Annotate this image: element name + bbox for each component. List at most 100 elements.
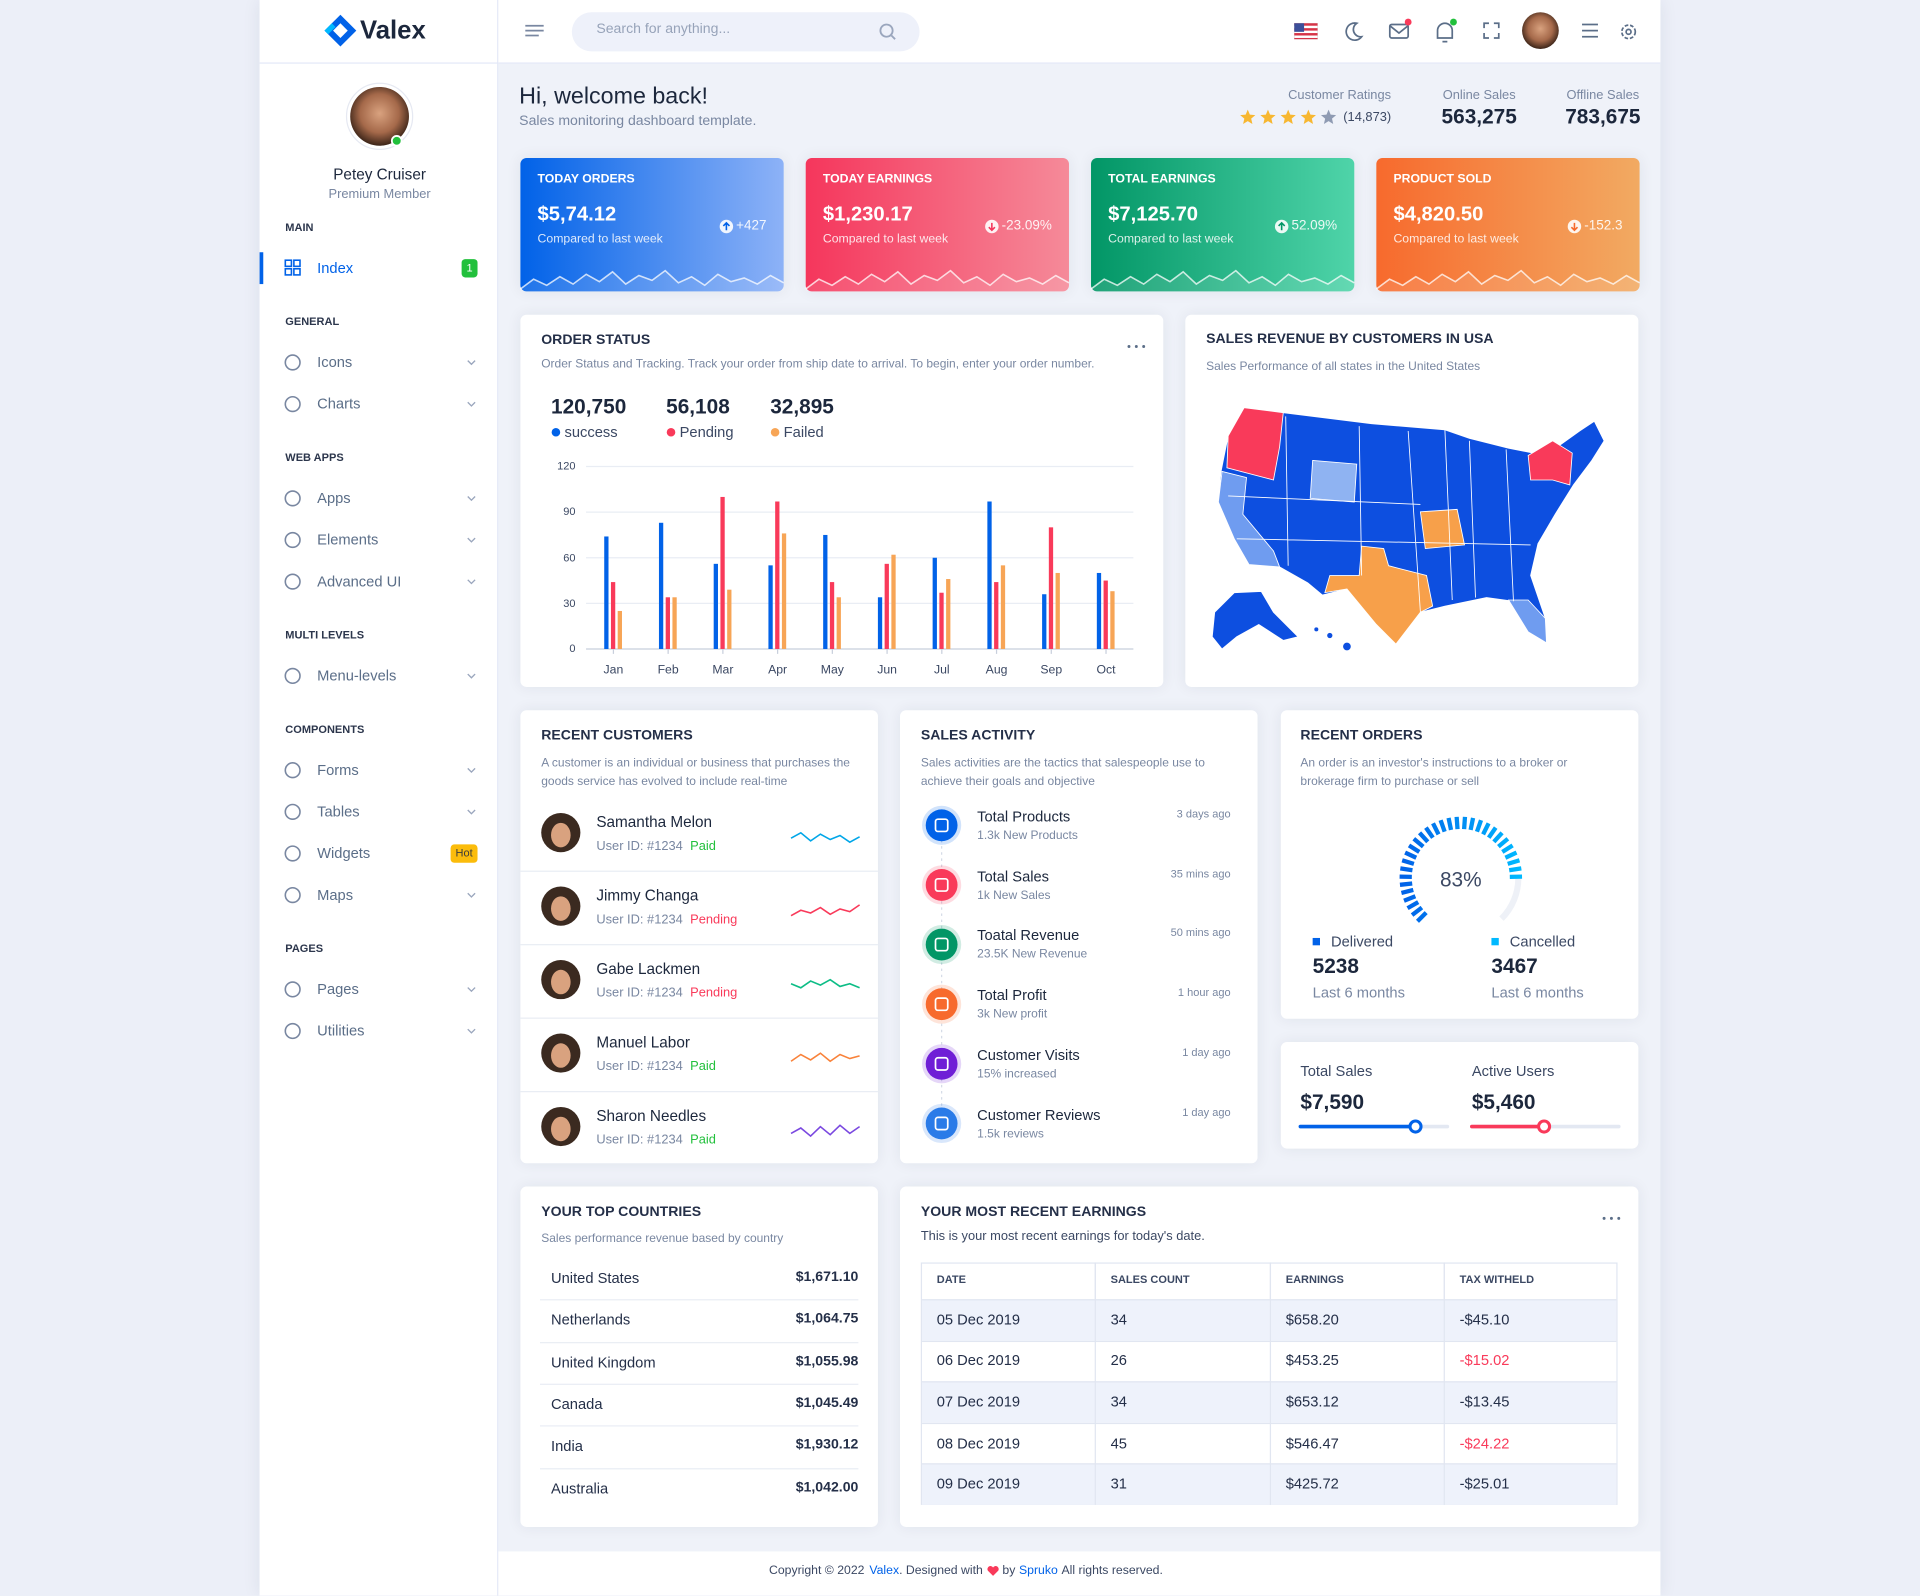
nav-item[interactable]: Charts xyxy=(317,395,361,413)
nav-item[interactable]: Pages xyxy=(317,980,359,998)
kpi-note: Compared to last week xyxy=(537,232,663,247)
profile-role: Premium Member xyxy=(328,186,431,202)
kpi-value: $4,820.50 xyxy=(1393,203,1484,226)
nav-item[interactable]: Maps xyxy=(317,886,354,904)
footer-brand: Valex xyxy=(869,1564,900,1578)
activity-time: 50 mins ago xyxy=(1170,926,1231,940)
activity-time: 3 days ago xyxy=(1176,807,1231,820)
row-divider xyxy=(520,870,878,872)
y-tick-label: 60 xyxy=(563,551,576,564)
nav-item[interactable]: Advanced UI xyxy=(317,572,402,590)
nav-item[interactable]: Widgets xyxy=(317,844,371,862)
country-amount: $1,045.49 xyxy=(795,1395,859,1411)
total-label: Total Sales xyxy=(1300,1062,1373,1080)
search-box[interactable] xyxy=(571,12,920,52)
row-divider xyxy=(540,1383,859,1385)
country-name: Netherlands xyxy=(551,1311,631,1329)
country-name: Canada xyxy=(551,1395,603,1413)
activity-detail: 3k New profit xyxy=(977,1008,1048,1022)
country-amount: $1,064.75 xyxy=(795,1311,859,1327)
kpi-change: +427 xyxy=(736,218,767,234)
table-cell: -$45.10 xyxy=(1459,1310,1510,1329)
kpi-title: TOTAL EARNINGS xyxy=(1108,172,1216,187)
card-subtitle: Sales activities are the tactics that sa… xyxy=(920,756,1205,788)
activity-title: Total Profit xyxy=(977,986,1047,1004)
card-subtitle: Order Status and Tracking. Track your or… xyxy=(541,357,1095,372)
customer-id: User ID: #1234 xyxy=(596,838,683,854)
nav-item[interactable]: Index xyxy=(317,259,354,277)
search-placeholder: Search for anything... xyxy=(596,22,731,37)
nav-item[interactable]: Tables xyxy=(317,803,360,821)
table-cell: 45 xyxy=(1110,1434,1127,1452)
table-cell: 05 Dec 2019 xyxy=(936,1310,1021,1329)
customer-status: Paid xyxy=(690,1059,716,1074)
y-tick-label: 30 xyxy=(563,596,576,610)
status-total: 56,108 xyxy=(666,395,730,419)
profile-name: Petey Cruiser xyxy=(333,165,426,184)
country-name: Australia xyxy=(551,1479,609,1497)
country-amount: $1,042.00 xyxy=(795,1479,859,1495)
customer-status: Pending xyxy=(690,985,738,1001)
stat-value: 783,675 xyxy=(1565,105,1641,129)
legend-label: Delivered xyxy=(1331,932,1394,950)
stat-label: Offline Sales xyxy=(1566,87,1640,103)
table-cell: 26 xyxy=(1110,1352,1127,1370)
row-divider xyxy=(540,1341,859,1343)
legend-swatch xyxy=(1312,937,1320,946)
footer-text: Copyright © 2022 Valex. Designed with by Sp… xyxy=(769,1564,1163,1577)
customer-name: Sharon Needles xyxy=(596,1107,707,1125)
nav-item[interactable]: Menu-levels xyxy=(317,667,397,685)
table-cell: -$24.22 xyxy=(1459,1434,1510,1452)
card-subtitle: Sales Performance of all states in the U… xyxy=(1206,360,1481,374)
welcome-subtitle: Sales monitoring dashboard template. xyxy=(519,114,757,129)
kpi-change: -152.3 xyxy=(1584,218,1623,234)
card xyxy=(900,710,1258,1164)
customer-name: Manuel Labor xyxy=(596,1034,690,1052)
card xyxy=(1280,1042,1639,1149)
x-tick-label: Jan xyxy=(603,663,624,678)
nav-item[interactable]: Apps xyxy=(317,489,351,507)
sidebar xyxy=(259,0,499,1596)
active-indicator xyxy=(259,252,264,285)
customer-meta: User ID: #1234 Pending xyxy=(596,986,737,1001)
nav-item[interactable]: Forms xyxy=(317,761,359,779)
card-subtitle: Sales performance revenue based by count… xyxy=(541,1231,784,1246)
table-cell: $425.72 xyxy=(1285,1475,1339,1493)
nav-heading: PAGES xyxy=(285,942,324,955)
activity-time: 1 day ago xyxy=(1182,1105,1231,1119)
legend-label: Cancelled xyxy=(1509,932,1576,950)
table-cell: -$15.02 xyxy=(1459,1352,1510,1370)
footer-company: Spruko xyxy=(1019,1564,1058,1578)
welcome-title: Hi, welcome back! xyxy=(519,84,708,110)
table-row xyxy=(922,1340,1617,1382)
card xyxy=(1091,157,1355,292)
activity-time: 35 mins ago xyxy=(1170,867,1231,880)
customer-id: User ID: #1234 xyxy=(596,912,683,927)
card-title: SALES ACTIVITY xyxy=(920,728,1036,744)
customer-meta: User ID: #1234 Paid xyxy=(596,1059,716,1074)
kpi-title: PRODUCT SOLD xyxy=(1393,172,1492,187)
activity-title: Customer Reviews xyxy=(977,1106,1101,1124)
country-name: United Kingdom xyxy=(551,1353,656,1371)
table-row xyxy=(922,1299,1617,1341)
nav-item[interactable]: Icons xyxy=(317,353,353,371)
nav-heading: MAIN xyxy=(285,221,314,234)
customer-name: Gabe Lackmen xyxy=(596,960,701,978)
brand-name: Valex xyxy=(360,16,426,45)
legend-label: Failed xyxy=(783,423,824,441)
y-tick-label: 90 xyxy=(563,505,576,518)
country-amount: $1,055.98 xyxy=(795,1353,859,1369)
customer-status: Paid xyxy=(690,1132,716,1148)
customer-id: User ID: #1234 xyxy=(596,1132,683,1148)
row-divider xyxy=(520,944,878,946)
table-cell: $546.47 xyxy=(1285,1434,1339,1452)
table-col-line xyxy=(1443,1262,1445,1505)
table-cell: 08 Dec 2019 xyxy=(936,1434,1021,1452)
nav-heading: COMPONENTS xyxy=(285,723,365,736)
card xyxy=(1376,157,1640,292)
y-tick-label: 120 xyxy=(557,459,576,473)
nav-item[interactable]: Elements xyxy=(317,531,379,549)
gauge-label: 83% xyxy=(1439,867,1482,892)
nav-item[interactable]: Utilities xyxy=(317,1022,365,1040)
